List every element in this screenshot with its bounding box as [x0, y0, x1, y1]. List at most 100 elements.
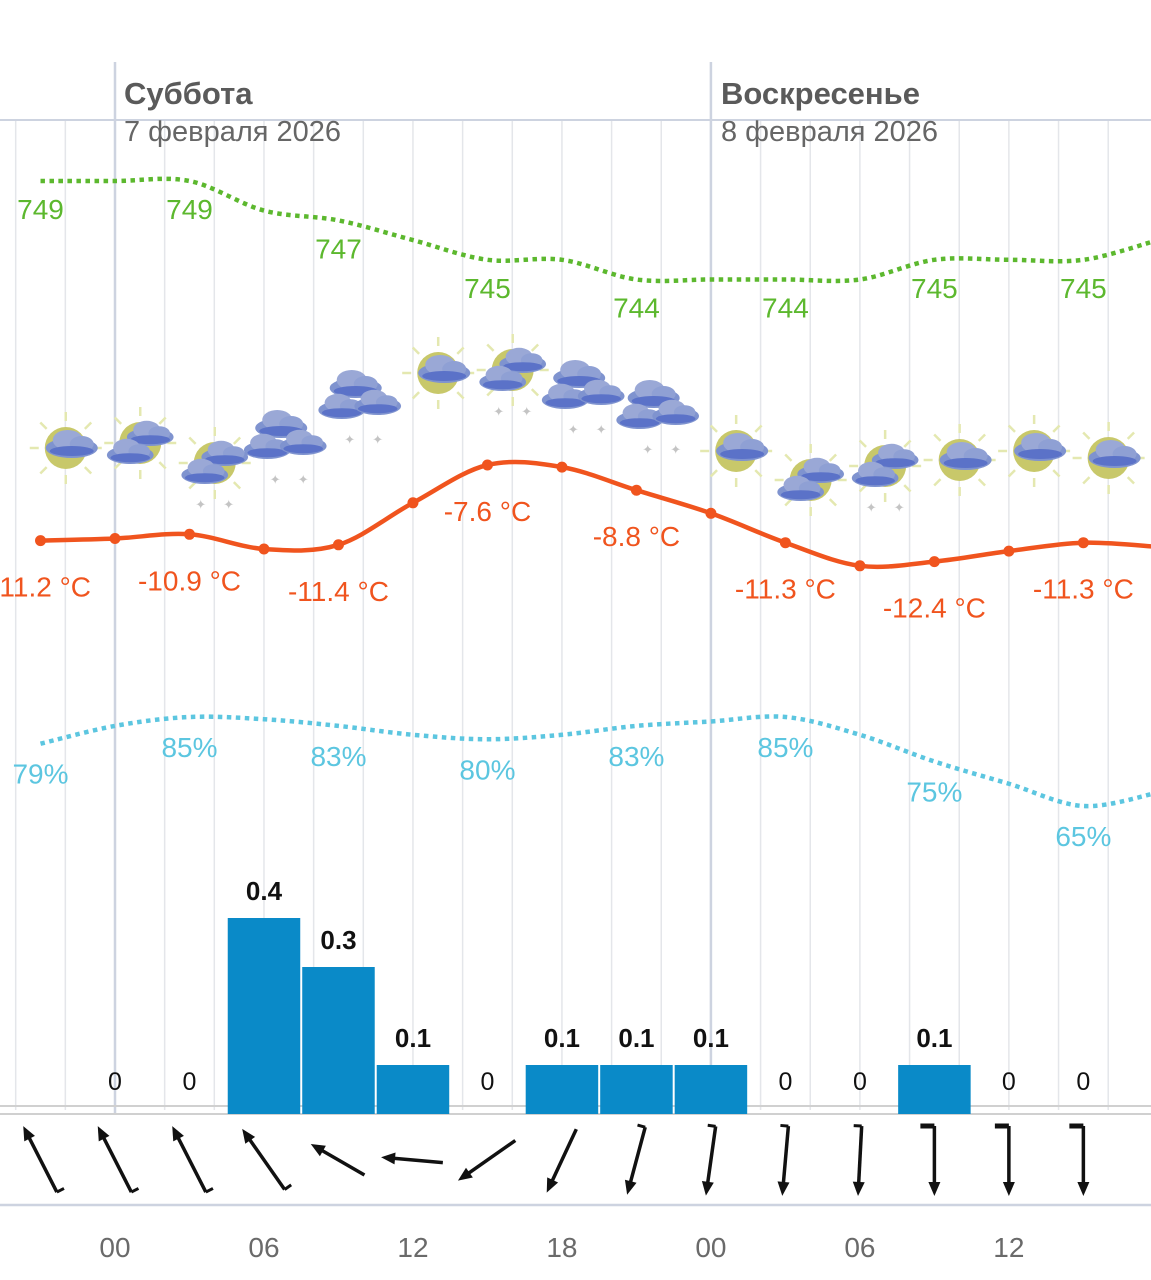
- pressure-label: 744: [613, 293, 660, 324]
- cloud-part: [283, 444, 324, 454]
- cloud-part: [110, 453, 151, 463]
- cloud-part: [720, 449, 765, 459]
- wind-arrow-icon: [310, 1144, 366, 1177]
- weather-icon-sun-clouds-snow: ✦ ✦: [849, 430, 922, 515]
- wind-arrow-icon: [381, 1152, 443, 1165]
- wind-arrow-icon: [624, 1123, 647, 1195]
- cloud-icon: [652, 399, 700, 425]
- precip-label: 0.3: [320, 925, 356, 955]
- cloud-part: [655, 414, 696, 424]
- cloud-icon: [777, 475, 825, 501]
- wind-arrow-icon: [97, 1126, 140, 1194]
- temperature-label: -12.4 °C: [883, 593, 986, 624]
- sun-ray: [709, 469, 718, 478]
- cloud-part: [49, 446, 94, 456]
- wind-head: [242, 1128, 256, 1144]
- time-tick-label: 00: [695, 1232, 726, 1263]
- cloud-part: [800, 472, 841, 482]
- precip-label: 0: [1002, 1068, 1016, 1096]
- time-tick-label: 06: [248, 1232, 279, 1263]
- cloud-part: [130, 435, 171, 445]
- cloud-part: [247, 448, 288, 458]
- temperature-point: [35, 535, 47, 547]
- sun-ray: [1052, 469, 1061, 478]
- cloud-part: [184, 473, 225, 483]
- cloud-icon: [181, 458, 229, 484]
- pressure-label: 745: [464, 273, 511, 304]
- sun-ray: [113, 416, 123, 425]
- weather-icon-sun-cloud: [402, 337, 475, 409]
- temperature-label: -7.6 °C: [444, 496, 531, 527]
- precip-label: 0.4: [246, 876, 283, 906]
- snowflake-icon: ✦: [195, 497, 206, 512]
- temperature-point: [705, 507, 717, 519]
- cloud-icon: [243, 433, 291, 459]
- weather-icon-sun-cloud: [700, 415, 773, 487]
- snowflake-icon: ✦: [568, 422, 579, 437]
- time-tick-label: 00: [99, 1232, 130, 1263]
- cloud-icon: [553, 360, 606, 388]
- cloud-part: [422, 371, 467, 381]
- sun-ray: [709, 424, 718, 433]
- cloud-icon: [1088, 440, 1141, 468]
- wind-shaft: [174, 1132, 208, 1193]
- weather-icon-sun-cloud: [29, 412, 102, 484]
- sun-ray: [486, 388, 495, 397]
- cloud-part: [855, 476, 895, 486]
- sun-ray: [530, 388, 540, 397]
- weather-icon-sun-cloud: [923, 424, 996, 496]
- wind-arrow-icon: [701, 1123, 718, 1196]
- temperature-point: [1077, 537, 1089, 549]
- weather-icon-clouds-snow: ✦ ✦: [616, 380, 700, 457]
- weather-icon-sun-clouds: [774, 444, 847, 516]
- wind-barb: [56, 1187, 65, 1194]
- snowflake-icon: ✦: [344, 432, 355, 447]
- day-date: 7 февраля 2026: [124, 116, 342, 148]
- temperature-point: [854, 560, 866, 572]
- pressure-label: 749: [166, 194, 213, 225]
- precip-bar: [376, 1065, 450, 1114]
- wind-arrow-icon: [172, 1126, 214, 1194]
- wind-arrow-icon: [1069, 1123, 1090, 1196]
- snowflake-icon: ✦: [270, 472, 281, 487]
- precip-bar: [674, 1065, 748, 1114]
- weather-icon-sun-cloud: [998, 415, 1071, 487]
- wind-arrow-icon: [242, 1128, 293, 1191]
- time-tick-label: 06: [844, 1232, 875, 1263]
- snowflake-icon: ✦: [223, 497, 234, 512]
- temperature-point: [407, 497, 419, 509]
- pressure-label: 744: [762, 293, 809, 324]
- weather-icon-sun-cloud: [1072, 422, 1145, 494]
- snowflake-icon: ✦: [894, 500, 905, 515]
- wind-arrow-icon: [920, 1123, 941, 1196]
- temperature-point: [109, 533, 121, 544]
- precip-label: 0.1: [544, 1023, 580, 1053]
- cloud-part: [619, 418, 660, 428]
- snowflake-icon: ✦: [372, 432, 383, 447]
- sun-ray: [486, 343, 495, 352]
- cloud-part: [545, 398, 585, 408]
- wind-head: [1002, 1182, 1015, 1196]
- cloud-icon: [851, 461, 899, 487]
- precip-label: 0: [183, 1068, 197, 1096]
- day-name: Суббота: [124, 76, 253, 111]
- sun-ray: [828, 498, 837, 507]
- cloud-icon: [716, 433, 769, 461]
- humidity-label: 75%: [906, 777, 962, 808]
- cloud-part: [1018, 449, 1063, 459]
- cloud-icon: [797, 457, 845, 483]
- sun-ray: [933, 433, 942, 442]
- cloud-part: [875, 458, 915, 468]
- cloud-icon: [106, 438, 154, 464]
- sun-ray: [1082, 476, 1091, 485]
- sun-ray: [456, 391, 465, 400]
- snowflake-icon: ✦: [866, 500, 877, 515]
- wind-head: [546, 1177, 559, 1193]
- wind-head: [457, 1167, 473, 1181]
- sun-ray: [858, 484, 867, 493]
- sun-ray: [754, 469, 763, 478]
- sun-ray: [411, 391, 420, 400]
- cloud-part: [482, 380, 523, 390]
- cloud-part: [780, 490, 821, 500]
- sun-ray: [158, 416, 167, 425]
